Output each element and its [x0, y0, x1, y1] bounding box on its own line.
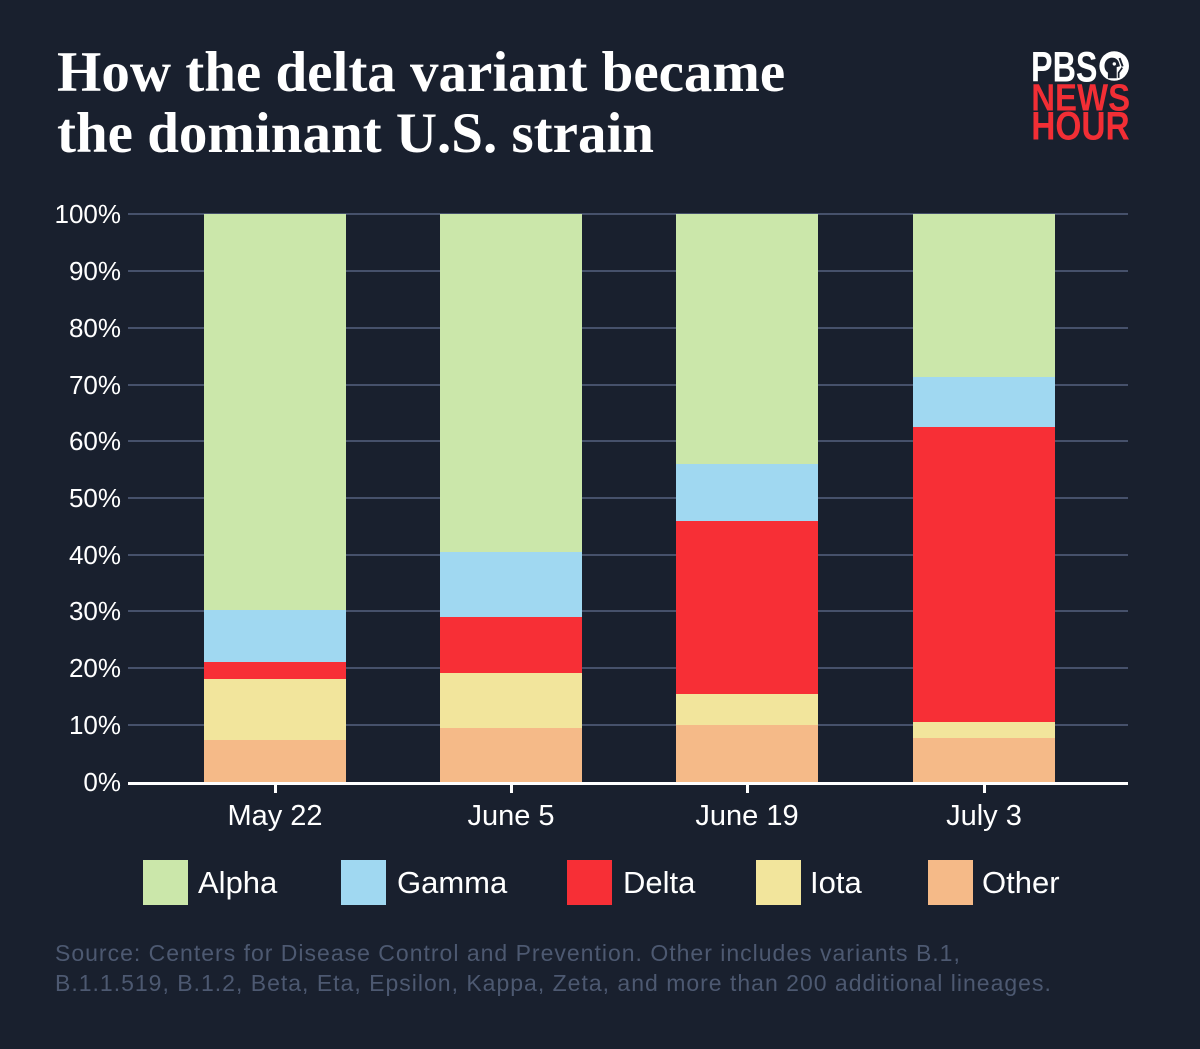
svg-text:PBS: PBS [1033, 44, 1098, 92]
svg-text:HOUR: HOUR [1033, 105, 1130, 146]
svg-text:NEWS: NEWS [1033, 78, 1130, 120]
